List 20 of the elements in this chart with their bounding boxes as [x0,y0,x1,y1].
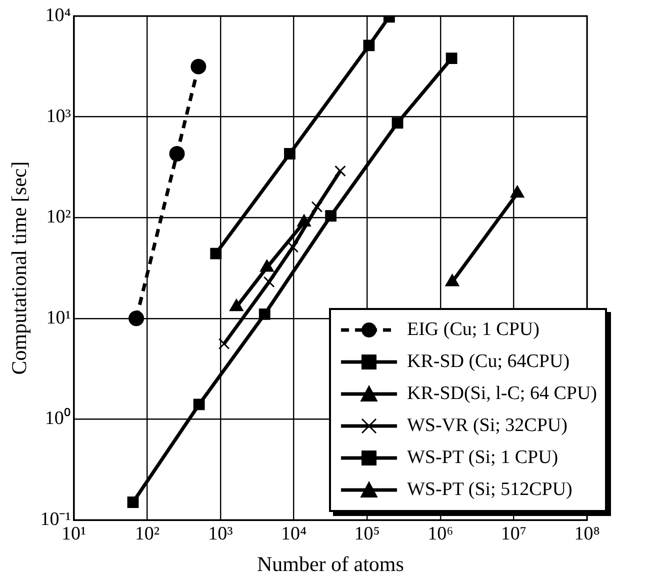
x-tick-label: 10⁸ [574,523,600,544]
y-axis-title: Computational time [sec] [7,161,32,375]
y-tick-label: 10¹ [46,307,72,328]
x-tick-label: 10⁷ [500,523,527,544]
x-axis-title: Number of atoms [256,552,404,576]
legend-label: KR-SD (Cu; 64CPU) [406,351,570,373]
x-tick-label: 10⁶ [428,523,454,544]
legend-label: KR-SD(Si, l-C; 64 CPU) [406,383,597,405]
x-tick-label: 10⁵ [354,523,380,544]
y-tick-label: 10³ [46,106,72,127]
y-tick-label: 10⁰ [44,407,71,430]
x-tick-label: 10³ [208,523,234,544]
x-tick-label: 10² [134,523,160,544]
legend-label: WS-PT (Si; 512CPU) [406,479,572,501]
y-tick-label: 10⁴ [45,4,72,26]
legend-label: WS-VR (Si; 32CPU) [406,415,568,437]
legend-label: EIG (Cu; 1 CPU) [406,319,540,341]
x-tick-label: 10⁴ [280,523,307,544]
y-tick-label: 10² [46,206,72,228]
legend-label: WS-PT (Si; 1 CPU) [406,447,558,469]
